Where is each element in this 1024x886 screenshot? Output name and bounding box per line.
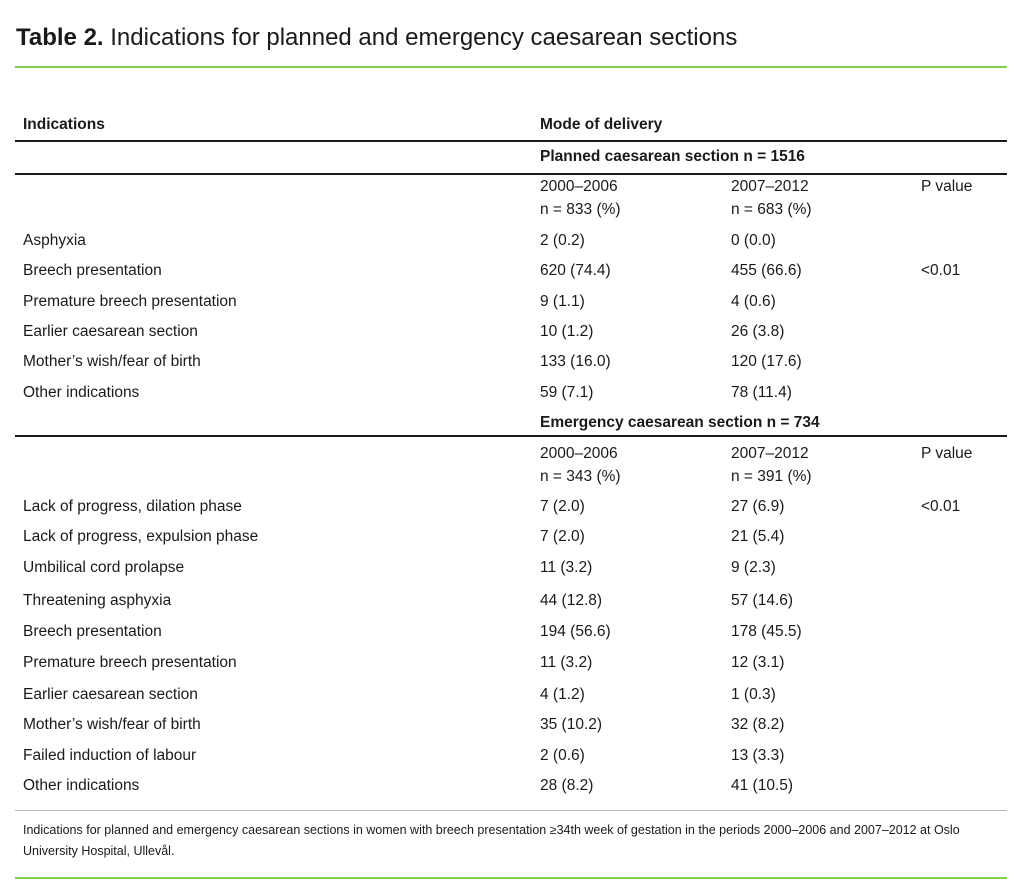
row-value-period1: 35 (10.2) <box>540 716 603 733</box>
row-indication: Breech presentation <box>23 262 162 279</box>
row-value-period1: 10 (1.2) <box>540 323 594 340</box>
column-pvalue: P value <box>921 178 973 195</box>
row-value-period1: 133 (16.0) <box>540 353 611 370</box>
row-indication: Premature breech presentation <box>23 293 237 310</box>
row-value-period2: 26 (3.8) <box>731 323 785 340</box>
row-value-period2: 1 (0.3) <box>731 686 776 703</box>
row-value-period2: 21 (5.4) <box>731 528 785 545</box>
row-value-period1: 7 (2.0) <box>540 528 585 545</box>
row-value-period1: 59 (7.1) <box>540 384 594 401</box>
table-title: Table 2. Indications for planned and eme… <box>16 24 737 52</box>
row-value-period2: 9 (2.3) <box>731 559 776 576</box>
row-pvalue: <0.01 <box>921 262 961 279</box>
row-indication: Earlier caesarean section <box>23 323 198 340</box>
row-value-period1: 620 (74.4) <box>540 262 611 279</box>
table-number: Table 2. <box>16 24 104 51</box>
row-value-period2: 178 (45.5) <box>731 623 802 640</box>
row-value-period1: 9 (1.1) <box>540 293 585 310</box>
row-value-period2: 455 (66.6) <box>731 262 802 279</box>
row-value-period2: 0 (0.0) <box>731 232 776 249</box>
row-indication: Premature breech presentation <box>23 654 237 671</box>
row-value-period2: 120 (17.6) <box>731 353 802 370</box>
row-indication: Asphyxia <box>23 232 86 249</box>
column-period: 2007–2012 <box>731 178 809 195</box>
row-indication: Failed induction of labour <box>23 747 197 764</box>
row-value-period2: 4 (0.6) <box>731 293 776 310</box>
section-heading: Emergency caesarean section n = 734 <box>540 414 820 431</box>
row-value-period2: 13 (3.3) <box>731 747 785 764</box>
row-value-period2: 32 (8.2) <box>731 716 785 733</box>
row-value-period2: 57 (14.6) <box>731 592 794 609</box>
column-pvalue: P value <box>921 445 973 462</box>
row-indication: Lack of progress, expulsion phase <box>23 528 259 545</box>
row-indication: Threatening asphyxia <box>23 592 172 609</box>
row-indication: Mother’s wish/fear of birth <box>23 716 201 733</box>
row-indication: Lack of progress, dilation phase <box>23 498 242 515</box>
row-value-period1: 28 (8.2) <box>540 777 594 794</box>
row-value-period2: 12 (3.1) <box>731 654 785 671</box>
row-value-period2: 78 (11.4) <box>731 384 792 401</box>
row-value-period1: 7 (2.0) <box>540 498 585 515</box>
header-rule <box>15 140 1007 142</box>
row-value-period1: 11 (3.2) <box>540 559 593 576</box>
row-indication: Other indications <box>23 384 140 401</box>
top-rule <box>15 66 1007 68</box>
row-value-period1: 2 (0.6) <box>540 747 585 764</box>
header-indications: Indications <box>23 116 105 133</box>
section-rule <box>15 173 1007 175</box>
bottom-rule <box>15 810 1007 811</box>
section-rule <box>15 435 1007 437</box>
row-pvalue: <0.01 <box>921 498 961 515</box>
row-value-period1: 2 (0.2) <box>540 232 585 249</box>
row-indication: Earlier caesarean section <box>23 686 198 703</box>
row-value-period1: 194 (56.6) <box>540 623 611 640</box>
row-indication: Breech presentation <box>23 623 162 640</box>
footer-rule <box>15 877 1007 879</box>
row-value-period1: 11 (3.2) <box>540 654 593 671</box>
column-n: n = 391 (%) <box>731 468 812 485</box>
header-mode: Mode of delivery <box>540 116 663 133</box>
column-period: 2000–2006 <box>540 178 618 195</box>
row-value-period1: 4 (1.2) <box>540 686 585 703</box>
row-value-period1: 44 (12.8) <box>540 592 603 609</box>
column-n: n = 683 (%) <box>731 201 812 218</box>
footnote: Indications for planned and emergency ca… <box>23 823 960 858</box>
section-heading: Planned caesarean section n = 1516 <box>540 148 805 165</box>
column-n: n = 833 (%) <box>540 201 621 218</box>
row-value-period2: 41 (10.5) <box>731 777 794 794</box>
row-indication: Mother’s wish/fear of birth <box>23 353 201 370</box>
column-period: 2007–2012 <box>731 445 809 462</box>
column-period: 2000–2006 <box>540 445 618 462</box>
table-caption: Indications for planned and emergency ca… <box>110 24 738 51</box>
row-value-period2: 27 (6.9) <box>731 498 785 515</box>
column-n: n = 343 (%) <box>540 468 621 485</box>
row-indication: Other indications <box>23 777 140 794</box>
row-indication: Umbilical cord prolapse <box>23 559 185 576</box>
